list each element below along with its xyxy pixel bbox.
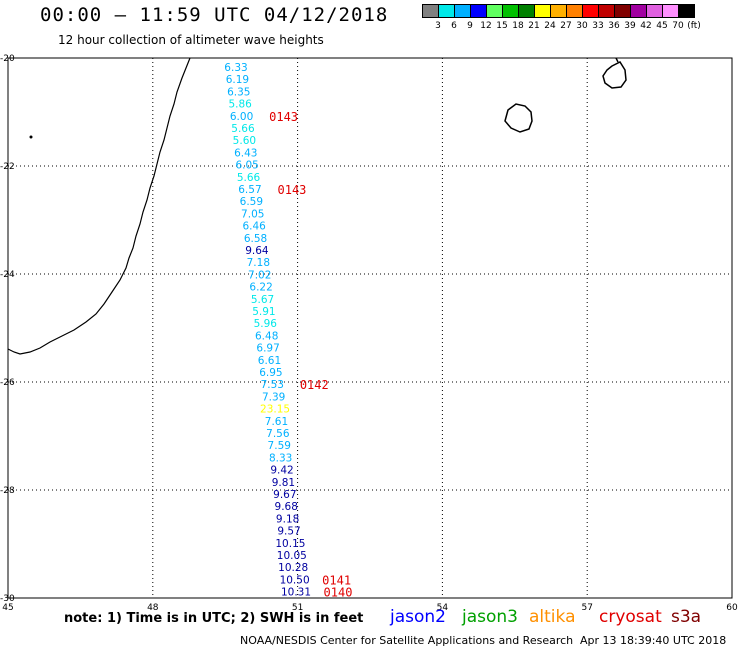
- wave-height-value: 6.05: [235, 160, 258, 172]
- wave-height-value: 9.67: [273, 489, 296, 501]
- legend-label: 15: [496, 21, 508, 31]
- wave-height-value: 5.66: [231, 123, 255, 135]
- lat-tick-label: -30: [0, 594, 15, 604]
- legend-label: 3: [435, 21, 441, 31]
- legend-swatch: [678, 4, 695, 18]
- wave-height-value: 7.61: [265, 416, 288, 428]
- lon-tick-label: 48: [147, 603, 159, 613]
- map-frame: [7, 57, 733, 599]
- wave-height-value: 9.18: [276, 513, 299, 525]
- legend-label: 27: [560, 21, 572, 31]
- lat-tick-label: -28: [0, 486, 15, 496]
- color-legend: 3 6 9 12 15 18 21 24 27 30 33 36 39 42 45 70 (ft): [422, 4, 701, 33]
- wave-height-value: 9.42: [270, 465, 293, 477]
- wave-height-value: 7.39: [262, 391, 285, 403]
- wave-height-value: 9.57: [277, 526, 300, 538]
- lon-tick-label: 51: [292, 603, 303, 613]
- wave-height-value: 9.68: [275, 501, 298, 513]
- wave-height-value: 6.35: [227, 86, 250, 98]
- wave-height-value: 10.28: [278, 562, 308, 574]
- lon-tick-label: 57: [581, 603, 592, 613]
- wave-height-value: 5.96: [254, 318, 278, 330]
- wave-height-value: 9.81: [272, 477, 295, 489]
- wave-height-value: 6.61: [258, 355, 281, 367]
- wave-height-value: 10.15: [275, 538, 305, 550]
- legend-label: 36: [608, 21, 620, 31]
- legend-label: 6: [451, 21, 457, 31]
- wave-height-value: 23.15: [260, 404, 290, 416]
- timestamp-text: Apr 13 18:39:40 UTC 2018: [580, 634, 727, 647]
- credit-text: NOAA/NESDIS Center for Satellite Applica…: [240, 634, 574, 647]
- wave-height-value: 6.00: [230, 111, 253, 123]
- wave-height-value: 5.91: [252, 306, 275, 318]
- map-subtitle: 12 hour collection of altimeter wave hei…: [58, 33, 324, 47]
- legend-label: 45: [656, 21, 668, 31]
- wave-height-value: 6.43: [234, 147, 257, 159]
- pass-time-label: 0143: [269, 110, 298, 124]
- wave-height-value: 7.05: [241, 208, 264, 220]
- lat-tick-label: -26: [0, 378, 15, 388]
- island-dot: [29, 135, 33, 139]
- mission-label-jason3: jason3: [462, 607, 518, 627]
- legend-label: 30: [576, 21, 588, 31]
- wave-height-value: 6.46: [242, 221, 266, 233]
- legend-label: 39: [624, 21, 636, 31]
- wave-height-value: 6.95: [259, 367, 282, 379]
- wave-height-value: 10.31: [281, 587, 311, 599]
- lon-tick-label: 45: [2, 603, 13, 613]
- wave-height-value: 5.67: [251, 294, 274, 306]
- pass-time-label: 0141: [322, 573, 351, 587]
- wave-height-value: 7.53: [261, 379, 284, 391]
- lat-tick-label: -22: [0, 162, 15, 172]
- legend-label: (ft): [687, 21, 701, 31]
- wave-height-value: 5.66: [237, 172, 261, 184]
- mission-label-jason2: jason2: [390, 607, 446, 627]
- wave-height-value: 7.18: [247, 257, 270, 269]
- legend-label: 12: [480, 21, 492, 31]
- wave-height-value: 6.48: [255, 330, 278, 342]
- legend-label: 21: [528, 21, 540, 31]
- mission-label-cryosat: cryosat: [599, 607, 662, 627]
- madagascar-coastline: [7, 57, 191, 355]
- wave-height-value: 6.19: [226, 74, 249, 86]
- lon-tick-label: 54: [437, 603, 449, 613]
- pass-time-label: 0143: [278, 183, 307, 197]
- mission-label-altika: altika: [529, 607, 576, 627]
- wave-height-value: 7.56: [266, 428, 290, 440]
- legend-label: 42: [640, 21, 652, 31]
- lon-tick-label: 60: [726, 603, 738, 613]
- pass-time-label: 0142: [300, 378, 329, 392]
- wave-height-value: 8.33: [269, 452, 292, 464]
- lat-tick-label: -20: [0, 54, 15, 64]
- units-note: note: 1) Time is in UTC; 2) SWH is in fe…: [64, 611, 364, 626]
- wave-height-value: 6.58: [244, 233, 267, 245]
- wave-height-value: 7.02: [248, 269, 271, 281]
- wave-height-value: 6.57: [238, 184, 261, 196]
- wave-height-value: 10.05: [277, 550, 307, 562]
- legend-label: 70: [672, 21, 684, 31]
- mission-label-s3a: s3a: [671, 607, 702, 627]
- lat-tick-label: -24: [0, 270, 15, 280]
- legend-label: 18: [512, 21, 524, 31]
- wave-height-value: 9.64: [245, 245, 269, 257]
- wave-height-value: 7.59: [268, 440, 291, 452]
- legend-label: 24: [544, 21, 556, 31]
- wave-height-value: 6.59: [240, 196, 263, 208]
- mauritius-island: [602, 61, 627, 89]
- pass-time-label: 0140: [324, 586, 353, 600]
- wave-height-value: 6.22: [249, 282, 272, 294]
- reunion-island: [504, 103, 533, 133]
- wave-height-value: 10.50: [280, 574, 310, 586]
- mauritius-north-tip: [615, 57, 619, 63]
- legend-labels: 3 6 9 12 15 18 21 24 27 30 33 36 39 42 45 70 (ft): [422, 21, 701, 33]
- legend-label: 9: [467, 21, 473, 31]
- legend-swatches: [422, 4, 695, 18]
- wave-height-value: 6.97: [256, 343, 279, 355]
- wave-height-value: 5.86: [228, 99, 252, 111]
- legend-label: 33: [592, 21, 604, 31]
- map-title: 00:00 — 11:59 UTC 04/12/2018: [40, 4, 389, 26]
- wave-height-value: 5.60: [233, 135, 256, 147]
- wave-height-value: 6.33: [224, 62, 247, 74]
